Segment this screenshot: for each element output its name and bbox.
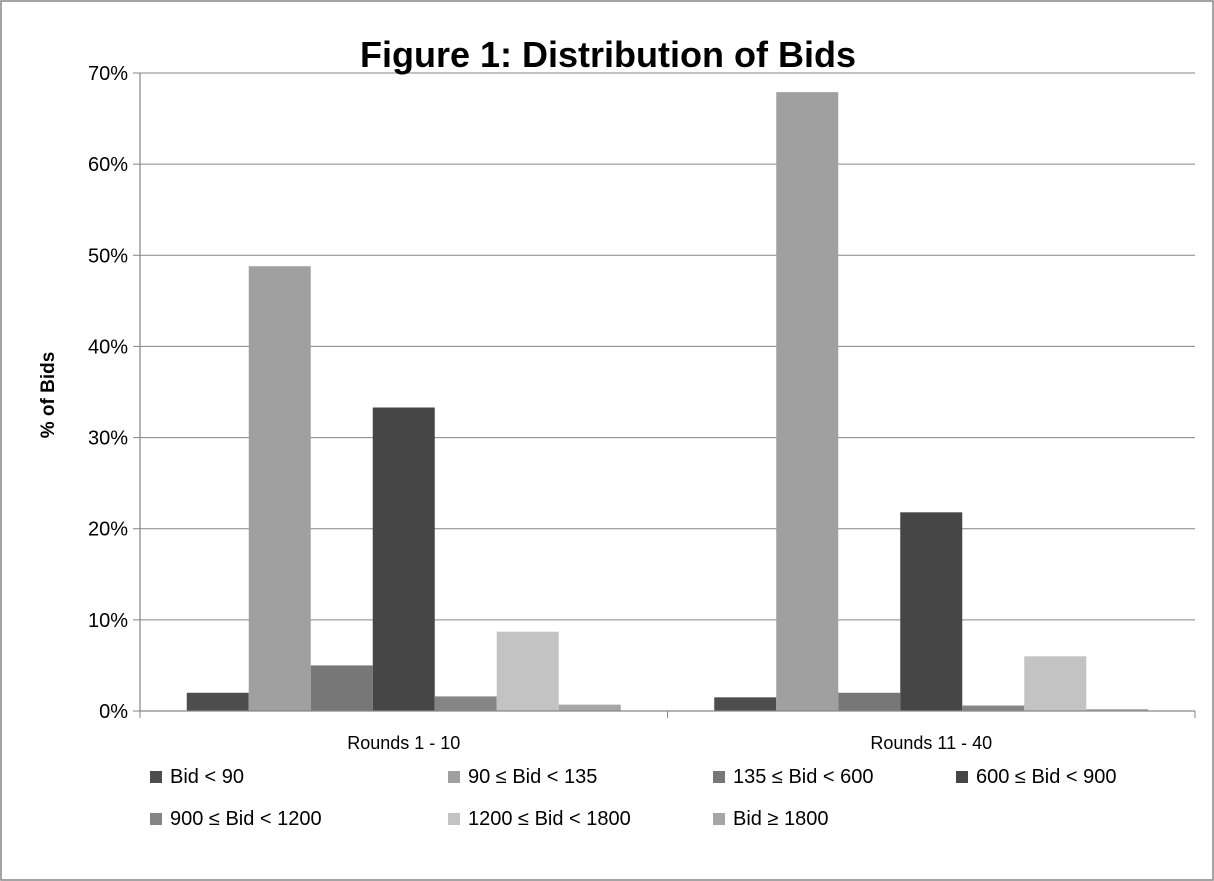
x-category-label: Rounds 1 - 10 xyxy=(347,733,460,753)
bar xyxy=(310,665,373,711)
legend-swatch xyxy=(448,813,460,825)
y-tick-label: 30% xyxy=(88,428,128,450)
y-tick-label: 40% xyxy=(88,336,128,358)
legend-swatch xyxy=(150,813,162,825)
bar xyxy=(900,512,963,711)
legend-swatch xyxy=(713,813,725,825)
legend-label: 900 ≤ Bid < 1200 xyxy=(170,808,322,830)
y-tick-label: 60% xyxy=(88,154,128,176)
legend-swatch xyxy=(713,771,725,783)
bar xyxy=(372,407,435,711)
legend-label: 1200 ≤ Bid < 1800 xyxy=(468,808,631,830)
bar xyxy=(186,692,249,711)
bar xyxy=(776,92,839,711)
bar xyxy=(838,692,901,711)
bar xyxy=(496,631,559,711)
legend-swatch xyxy=(956,771,968,783)
y-tick-label: 70% xyxy=(88,63,128,85)
y-tick-labels: 0% 10% 20% 30% 40% 50% 60% 70% xyxy=(88,63,128,723)
bars xyxy=(186,92,1149,711)
bar xyxy=(1024,656,1087,711)
legend: Bid < 90 90 ≤ Bid < 135 135 ≤ Bid < 600 600… xyxy=(150,766,1117,830)
gridlines xyxy=(133,72,1195,712)
legend-label: 600 ≤ Bid < 900 xyxy=(976,766,1117,788)
y-tick-label: 20% xyxy=(88,519,128,541)
bar xyxy=(1086,709,1149,711)
bar xyxy=(434,696,497,711)
y-tick-label: 0% xyxy=(99,701,128,723)
legend-label: 90 ≤ Bid < 135 xyxy=(468,766,597,788)
y-tick-label: 50% xyxy=(88,245,128,267)
chart-title: Figure 1: Distribution of Bids xyxy=(360,34,856,75)
legend-label: 135 ≤ Bid < 600 xyxy=(733,766,874,788)
legend-swatch xyxy=(150,771,162,783)
y-axis-label: % of Bids xyxy=(38,352,59,439)
x-category-label: Rounds 11 - 40 xyxy=(870,733,992,753)
bar xyxy=(248,266,311,711)
legend-swatch xyxy=(448,771,460,783)
axes xyxy=(139,73,1196,718)
bar xyxy=(714,697,777,711)
bar xyxy=(558,704,621,711)
bar xyxy=(962,705,1025,711)
legend-label: Bid < 90 xyxy=(170,766,244,788)
legend-label: Bid ≥ 1800 xyxy=(733,808,829,830)
x-category-labels: Rounds 1 - 10 Rounds 11 - 40 xyxy=(347,733,992,753)
y-tick-label: 10% xyxy=(88,610,128,632)
